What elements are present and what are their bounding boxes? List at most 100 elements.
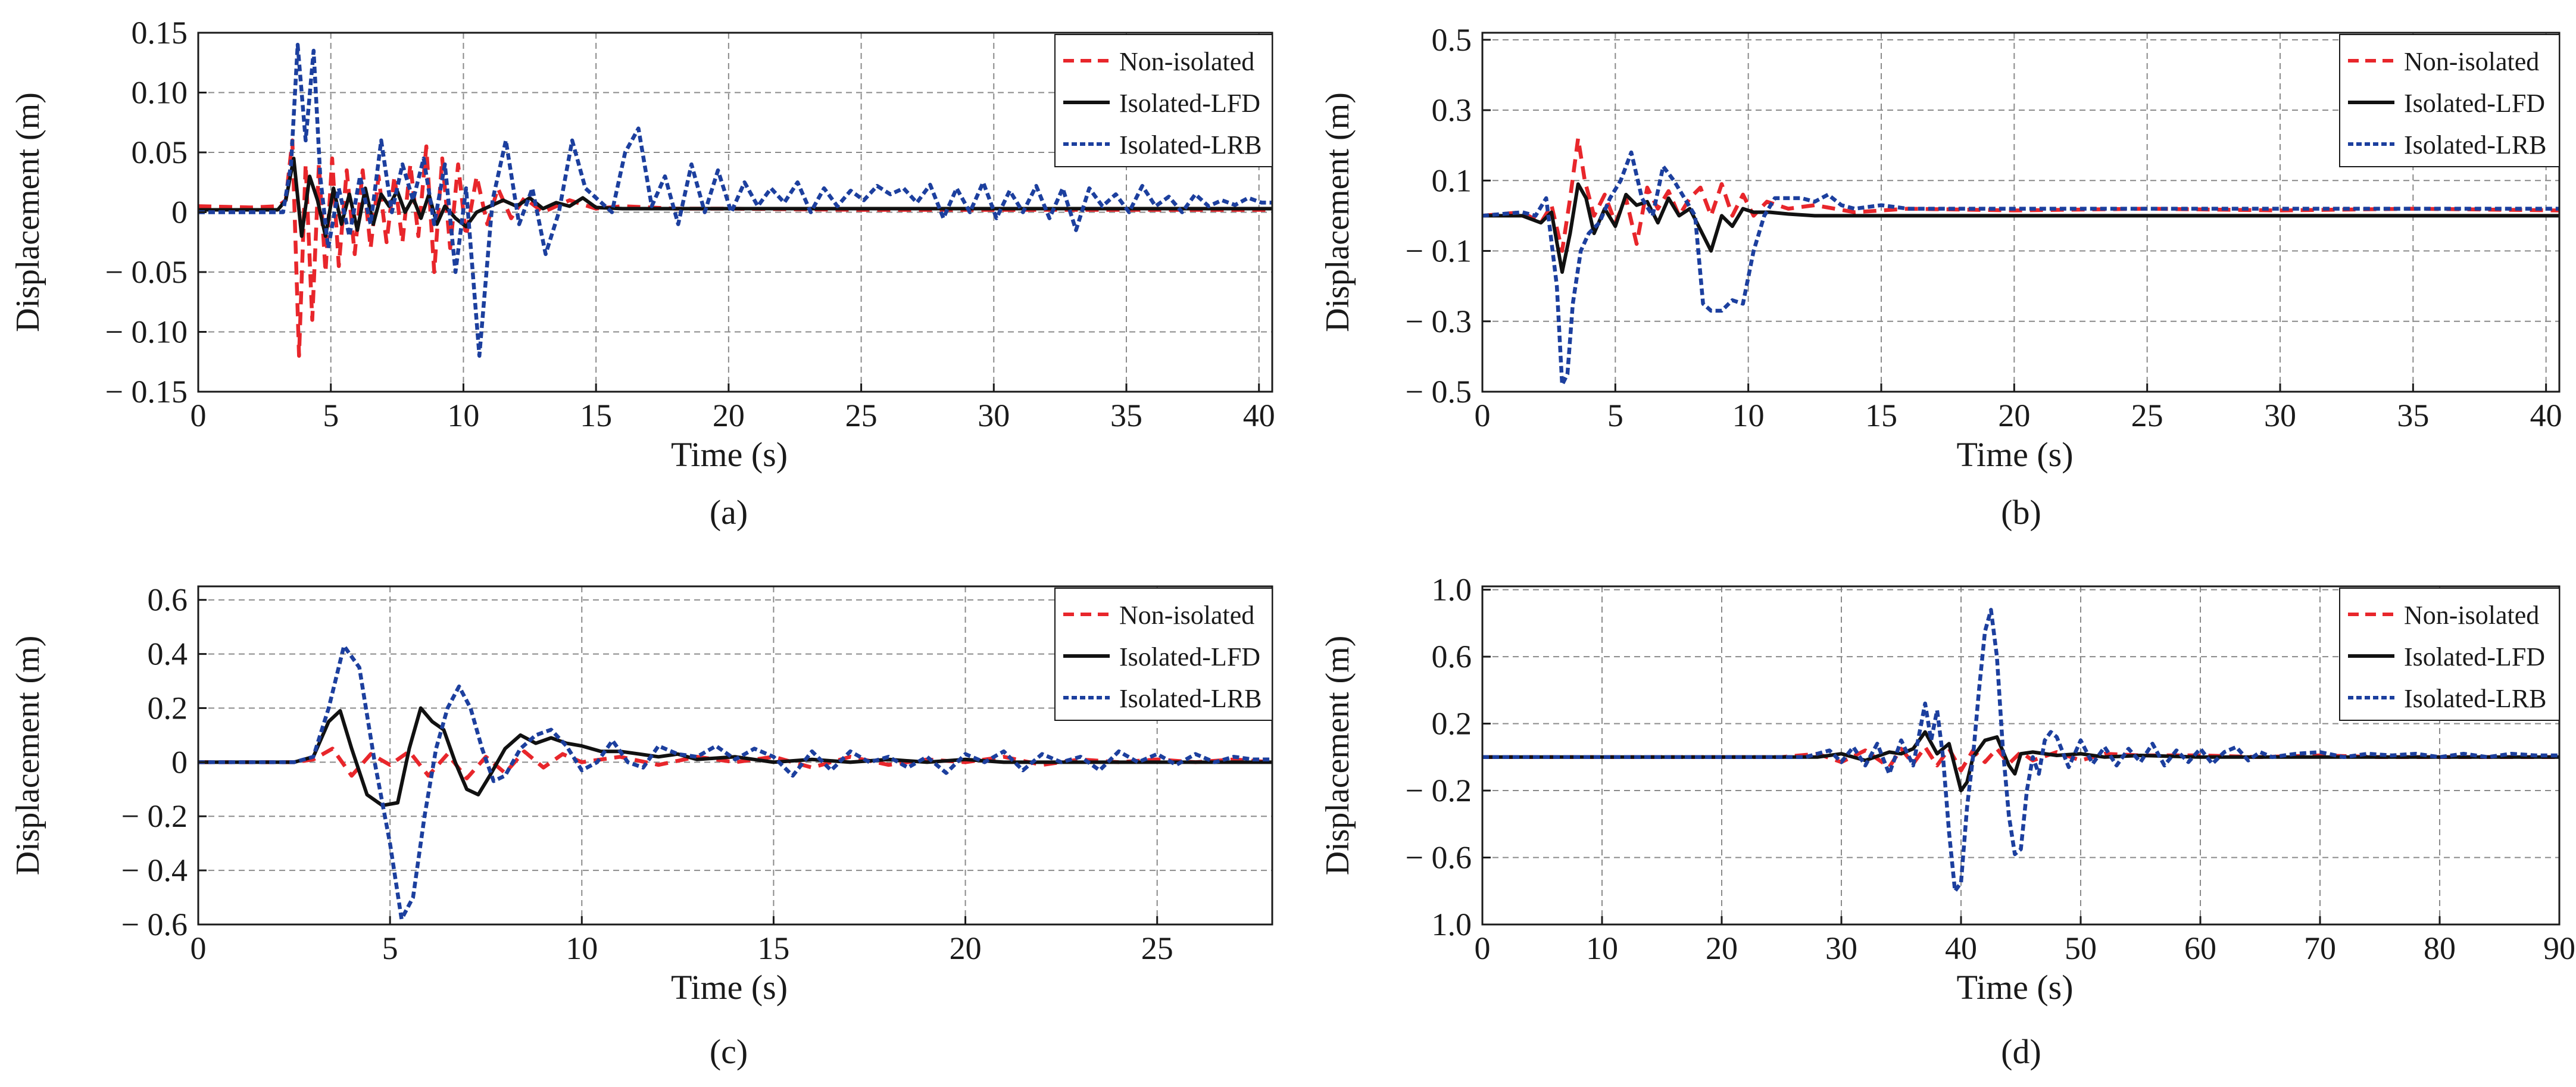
- legend: Non-isolated Isolated-LFD Isolated-LRB: [1054, 34, 1273, 167]
- y-tick-label: 0.2: [148, 690, 188, 726]
- legend-label: Non-isolated: [1119, 47, 1254, 76]
- y-tick-label: 0.6: [148, 582, 188, 618]
- x-tick-label: 25: [2131, 398, 2163, 433]
- y-tick-label: − 0.1: [1406, 233, 1472, 269]
- legend-label: Non-isolated: [1119, 601, 1254, 630]
- y-tick-label: 0.3: [1432, 92, 1472, 128]
- legend-label: Non-isolated: [2404, 47, 2539, 76]
- y-tick-label: 1.0: [1432, 907, 1472, 942]
- x-tick-label: 10: [1586, 930, 1618, 966]
- legend-label: Isolated-LRB: [1119, 130, 1262, 160]
- y-tick-label: − 0.2: [1406, 773, 1472, 808]
- x-tick-label: 10: [566, 930, 598, 966]
- chart-panel-3: 0 10 20 30 40 50 60 70 80 90 1.0 − 0.6 − 0.2 0.2 0.6 1.…: [1319, 572, 2575, 1071]
- legend: Non-isolated Isolated-LFD Isolated-LRB: [2339, 588, 2560, 721]
- x-tick-label: 35: [2397, 398, 2429, 433]
- x-tick-label: 0: [191, 930, 207, 966]
- x-tick-label: 15: [1865, 398, 1897, 433]
- x-tick-label: 5: [382, 930, 398, 966]
- panel-label: (d): [2001, 1032, 2041, 1071]
- y-tick-label: − 0.5: [1406, 374, 1472, 410]
- x-tick-label: 30: [978, 398, 1010, 433]
- panel-label: (b): [2001, 493, 2041, 532]
- y-tick-label: 0: [171, 195, 188, 230]
- x-axis-label: Time (s): [1956, 435, 2073, 474]
- y-tick-label: 0.15: [132, 15, 188, 51]
- series-line-non-isolated: [198, 138, 1272, 358]
- x-tick-label: 0: [191, 398, 207, 433]
- legend-label: Non-isolated: [2404, 601, 2539, 630]
- x-tick-label: 30: [2264, 398, 2296, 433]
- y-axis-label: Displacement (m): [10, 92, 46, 332]
- series-line-isolated-lfd: [1482, 730, 2559, 792]
- x-tick-label: 70: [2304, 930, 2336, 966]
- x-tick-label: 40: [2530, 398, 2562, 433]
- x-tick-label: 50: [2065, 930, 2097, 966]
- x-tick-label: 15: [757, 930, 789, 966]
- x-tick-label: 10: [447, 398, 479, 433]
- y-tick-label: − 0.6: [121, 907, 188, 942]
- x-tick-label: 25: [1141, 930, 1173, 966]
- x-tick-label: 40: [1243, 398, 1275, 433]
- x-tick-label: 15: [580, 398, 612, 433]
- legend-label: Isolated-LFD: [1119, 89, 1260, 118]
- legend-label: Isolated-LFD: [1119, 642, 1260, 671]
- y-tick-label: 0: [171, 744, 188, 780]
- x-tick-label: 60: [2184, 930, 2216, 966]
- legend-label: Isolated-LRB: [1119, 684, 1262, 713]
- x-axis-label: Time (s): [671, 968, 788, 1007]
- x-tick-label: 0: [1475, 930, 1491, 966]
- y-tick-label: − 0.4: [121, 852, 188, 888]
- x-tick-label: 0: [1475, 398, 1491, 433]
- x-tick-label: 35: [1110, 398, 1142, 433]
- x-tick-label: 25: [845, 398, 878, 433]
- y-tick-label: 0.5: [1432, 22, 1472, 58]
- y-tick-label: − 0.15: [105, 374, 188, 410]
- plot-frame: [1481, 32, 2561, 393]
- series-line-non-isolated: [1482, 136, 2559, 253]
- y-tick-label: 1.0: [1432, 572, 1472, 608]
- x-tick-label: 20: [713, 398, 745, 433]
- y-tick-label: − 0.2: [121, 798, 188, 834]
- legend: Non-isolated Isolated-LFD Isolated-LRB: [1054, 588, 1273, 721]
- legend-label: Isolated-LFD: [2404, 642, 2545, 671]
- series-line-isolated-lfd: [198, 706, 1272, 808]
- series-line-isolated-lfd: [198, 157, 1272, 238]
- x-tick-label: 10: [1732, 398, 1765, 433]
- series-line-isolated-lfd: [1482, 182, 2559, 274]
- x-tick-label: 80: [2424, 930, 2456, 966]
- chart-panel-2: 0 5 10 15 20 25 − 0.6 − 0.4 − 0.2 0 0.2 0.4 0.6 Time …: [10, 582, 1273, 1071]
- y-tick-label: − 0.3: [1406, 304, 1472, 339]
- x-tick-label: 20: [950, 930, 982, 966]
- x-tick-label: 30: [1825, 930, 1857, 966]
- legend-label: Isolated-LRB: [2404, 130, 2547, 160]
- y-tick-label: 0.1: [1432, 163, 1472, 198]
- series-line-isolated-lrb: [198, 42, 1272, 358]
- y-tick-label: − 0.6: [1406, 840, 1472, 876]
- x-axis-label: Time (s): [1956, 968, 2073, 1007]
- plot-frame: [1481, 585, 2561, 926]
- y-tick-label: 0.4: [148, 636, 188, 672]
- x-axis-label: Time (s): [671, 435, 788, 474]
- series-line-isolated-lrb: [1482, 608, 2559, 894]
- legend: Non-isolated Isolated-LFD Isolated-LRB: [2339, 34, 2560, 167]
- series-line-isolated-lrb: [1482, 150, 2559, 387]
- panel-label: (a): [710, 493, 748, 532]
- legend-label: Isolated-LRB: [2404, 684, 2547, 713]
- x-tick-label: 5: [323, 398, 339, 433]
- x-tick-label: 5: [1607, 398, 1623, 433]
- y-tick-label: − 0.10: [105, 314, 188, 350]
- x-tick-label: 20: [1706, 930, 1738, 966]
- y-tick-label: 0.6: [1432, 639, 1472, 674]
- x-tick-label: 90: [2543, 930, 2575, 966]
- chart-panel-0: 0 5 10 15 20 25 30 35 40 − 0.15 − 0.10 − 0.05 0 0.05 0…: [10, 15, 1275, 532]
- y-tick-label: 0.2: [1432, 706, 1472, 742]
- y-axis-label: Displacement (m): [10, 636, 46, 876]
- x-tick-label: 40: [1945, 930, 1977, 966]
- y-tick-label: 0.10: [132, 75, 188, 111]
- chart-panel-1: 0 5 10 15 20 25 30 35 40 − 0.5 − 0.3 − 0.1 0.1 0.3 0.5…: [1319, 22, 2562, 532]
- panel-label: (c): [710, 1032, 748, 1071]
- y-axis-label: Displacement (m): [1319, 636, 1356, 876]
- y-axis-label: Displacement (m): [1319, 92, 1356, 332]
